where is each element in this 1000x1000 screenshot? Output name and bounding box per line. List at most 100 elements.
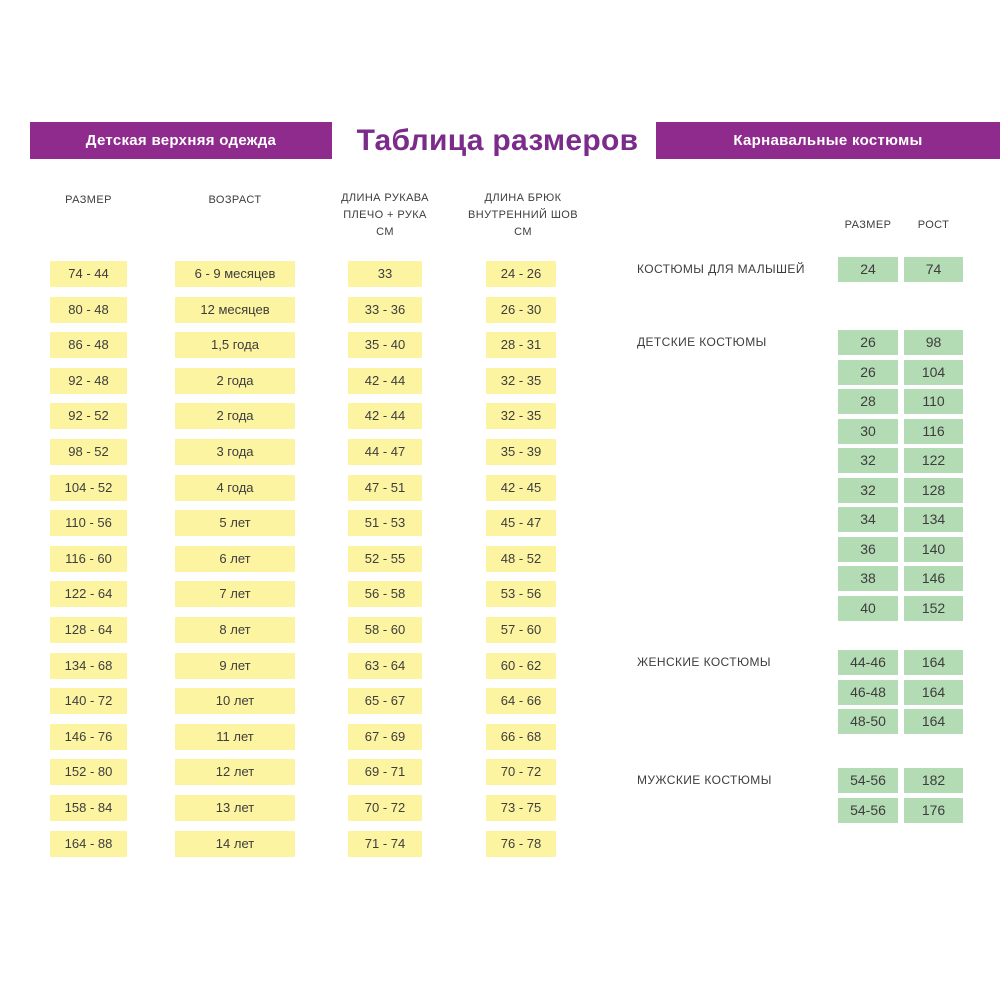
outerwear-age-cell: 11 лет — [175, 723, 295, 750]
outerwear-table-row: 128 - 64 8 лет 58 - 60 57 - 60 — [0, 617, 1000, 643]
outerwear-pants-cell: 32 - 35 — [486, 367, 556, 394]
outerwear-age-cell: 8 лет — [175, 617, 295, 643]
outerwear-size-cell: 104 - 52 — [50, 474, 127, 501]
outerwear-table-row: 122 - 64 7 лет 56 - 58 53 - 56 — [0, 581, 1000, 608]
costume-size-cell: 44-46 — [838, 650, 898, 675]
outerwear-sleeve-cell: 35 - 40 — [348, 332, 422, 359]
outerwear-size-cell: 164 - 88 — [50, 830, 127, 857]
outerwear-age-cell: 1,5 года — [175, 332, 295, 359]
outerwear-sleeve-cell: 63 - 64 — [348, 652, 422, 679]
outerwear-size-cell: 146 - 76 — [50, 723, 127, 750]
outerwear-sleeve-cell: 33 — [348, 261, 422, 287]
outerwear-table-row: 86 - 48 1,5 года 35 - 40 28 - 31 — [0, 332, 1000, 359]
outerwear-table-row: 116 - 60 6 лет 52 - 55 48 - 52 — [0, 545, 1000, 572]
costume-table-row: 30 116 — [630, 418, 970, 444]
costume-table-row: 44-46 164 — [630, 650, 970, 675]
outerwear-pants-cell: 57 - 60 — [486, 617, 556, 643]
costume-height-cell: 74 — [904, 257, 963, 282]
costume-size-cell: 32 — [838, 448, 898, 473]
costume-size-cell: 26 — [838, 359, 898, 385]
outerwear-table-row: 80 - 48 12 месяцев 33 - 36 26 - 30 — [0, 296, 1000, 323]
costume-group-label: ДЕТСКИЕ КОСТЮМЫ — [637, 335, 767, 349]
costume-height-cell: 116 — [904, 418, 963, 444]
costume-size-cell: 30 — [838, 418, 898, 444]
outerwear-sleeve-cell: 47 - 51 — [348, 474, 422, 501]
outerwear-age-cell: 6 лет — [175, 545, 295, 572]
costume-table-row: 26 104 — [630, 359, 970, 385]
outerwear-pants-cell: 64 - 66 — [486, 688, 556, 715]
costume-table-row: 38 146 — [630, 566, 970, 591]
outerwear-table-row: 92 - 48 2 года 42 - 44 32 - 35 — [0, 367, 1000, 394]
outerwear-pants-cell: 60 - 62 — [486, 652, 556, 679]
costume-height-cell: 164 — [904, 709, 963, 734]
costume-table-row: 24 74 — [630, 257, 970, 282]
column-header-pants-length: ДЛИНА БРЮК ВНУТРЕННИЙ ШОВ СМ — [468, 192, 578, 239]
outerwear-age-cell: 9 лет — [175, 652, 295, 679]
outerwear-age-cell: 6 - 9 месяцев — [175, 261, 295, 287]
costume-table-row: 28 110 — [630, 389, 970, 414]
outerwear-sleeve-cell: 42 - 44 — [348, 367, 422, 394]
outerwear-sleeve-cell: 70 - 72 — [348, 795, 422, 821]
outerwear-size-cell: 98 - 52 — [50, 439, 127, 465]
outerwear-size-cell: 152 - 80 — [50, 759, 127, 786]
costume-size-cell: 54-56 — [838, 768, 898, 793]
costume-table-row: 54-56 176 — [630, 797, 970, 823]
outerwear-table-row: 98 - 52 3 года 44 - 47 35 - 39 — [0, 439, 1000, 465]
costume-table-row: 32 122 — [630, 448, 970, 473]
outerwear-age-cell: 7 лет — [175, 581, 295, 608]
costume-group-label: МУЖСКИЕ КОСТЮМЫ — [637, 773, 772, 787]
costume-height-cell: 140 — [904, 536, 963, 562]
outerwear-table-row: 104 - 52 4 года 47 - 51 42 - 45 — [0, 474, 1000, 501]
outerwear-table-row: 140 - 72 10 лет 65 - 67 64 - 66 — [0, 688, 1000, 715]
outerwear-size-cell: 128 - 64 — [50, 617, 127, 643]
outerwear-pants-cell: 42 - 45 — [486, 474, 556, 501]
costume-size-cell: 54-56 — [838, 797, 898, 823]
costume-group-label: КОСТЮМЫ ДЛЯ МАЛЫШЕЙ — [637, 262, 805, 276]
page-title: Таблица размеров — [356, 124, 639, 157]
costume-size-cell: 38 — [838, 566, 898, 591]
outerwear-table-row: 146 - 76 11 лет 67 - 69 66 - 68 — [0, 723, 1000, 750]
outerwear-age-cell: 14 лет — [175, 830, 295, 857]
costumes-banner: Карнавальные костюмы — [656, 122, 1000, 159]
costume-height-cell: 122 — [904, 448, 963, 473]
outerwear-size-cell: 86 - 48 — [50, 332, 127, 359]
costume-size-cell: 46-48 — [838, 679, 898, 705]
costume-table-row: 36 140 — [630, 536, 970, 562]
outerwear-age-cell: 12 лет — [175, 759, 295, 786]
costume-height-cell: 98 — [904, 330, 963, 355]
outerwear-pants-cell: 53 - 56 — [486, 581, 556, 608]
outerwear-age-cell: 2 года — [175, 367, 295, 394]
costume-height-cell: 110 — [904, 389, 963, 414]
outerwear-sleeve-cell: 58 - 60 — [348, 617, 422, 643]
costume-group: МУЖСКИЕ КОСТЮМЫ 54-56 182 54-56 176 — [630, 768, 970, 827]
outerwear-size-cell: 80 - 48 — [50, 296, 127, 323]
costume-table-row: 48-50 164 — [630, 709, 970, 734]
costume-table-row: 54-56 182 — [630, 768, 970, 793]
costume-group-label: ЖЕНСКИЕ КОСТЮМЫ — [637, 655, 771, 669]
costume-group: ДЕТСКИЕ КОСТЮМЫ 26 98 26 104 28 110 30 116 32 122 3… — [630, 330, 970, 625]
costume-size-cell: 26 — [838, 330, 898, 355]
outerwear-size-cell: 74 - 44 — [50, 261, 127, 287]
outerwear-rows: 74 - 44 6 - 9 месяцев 33 24 - 26 80 - 48 12 м… — [0, 261, 1000, 861]
outerwear-pants-cell: 48 - 52 — [486, 545, 556, 572]
costume-size-cell: 28 — [838, 389, 898, 414]
costume-size-cell: 34 — [838, 507, 898, 532]
costume-height-cell: 104 — [904, 359, 963, 385]
costume-group: ЖЕНСКИЕ КОСТЮМЫ 44-46 164 46-48 164 48-50 164 — [630, 650, 970, 739]
outerwear-age-cell: 4 года — [175, 474, 295, 501]
outerwear-sleeve-cell: 56 - 58 — [348, 581, 422, 608]
costume-table-row: 26 98 — [630, 330, 970, 355]
outerwear-pants-cell: 26 - 30 — [486, 296, 556, 323]
outerwear-sleeve-cell: 65 - 67 — [348, 688, 422, 715]
outerwear-table-row: 152 - 80 12 лет 69 - 71 70 - 72 — [0, 759, 1000, 786]
outerwear-pants-cell: 28 - 31 — [486, 332, 556, 359]
outerwear-pants-cell: 66 - 68 — [486, 723, 556, 750]
costume-size-cell: 24 — [838, 257, 898, 282]
costume-height-cell: 152 — [904, 595, 963, 621]
outerwear-size-cell: 134 - 68 — [50, 652, 127, 679]
costume-table-row: 46-48 164 — [630, 679, 970, 705]
outerwear-age-cell: 10 лет — [175, 688, 295, 715]
costume-table-row: 40 152 — [630, 595, 970, 621]
outerwear-banner: Детская верхняя одежда — [30, 122, 332, 159]
